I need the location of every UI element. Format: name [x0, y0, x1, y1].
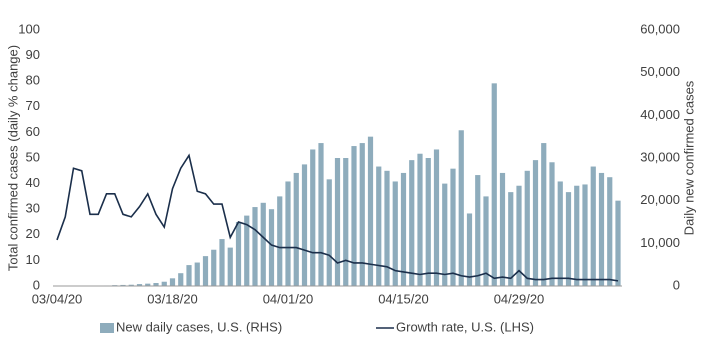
- bar: [334, 158, 341, 286]
- y-tick-label: 10: [26, 252, 40, 267]
- x-tick-label: 03/04/20: [32, 291, 83, 306]
- bar: [301, 164, 308, 286]
- bar: [219, 239, 225, 286]
- bar: [351, 146, 357, 286]
- y-tick-label: 80: [26, 73, 40, 88]
- bar: [161, 281, 167, 286]
- y2-tick-label: 60,000: [640, 21, 680, 36]
- bar: [516, 185, 522, 286]
- bar: [425, 158, 431, 286]
- bar: [574, 185, 580, 286]
- bar: [557, 181, 563, 286]
- bar: [277, 196, 283, 286]
- bar: [178, 273, 184, 286]
- bar: [318, 143, 324, 286]
- bar: [499, 172, 506, 286]
- bar: [392, 181, 398, 286]
- bar: [211, 249, 217, 286]
- x-tick-label: 04/01/20: [263, 291, 314, 306]
- bar: [549, 162, 555, 286]
- y-tick-label: 40: [26, 175, 40, 190]
- y2-tick-label: 40,000: [640, 107, 680, 122]
- bar: [458, 130, 464, 286]
- y2-tick-label: 30,000: [640, 149, 680, 164]
- bar: [508, 192, 514, 286]
- bar: [268, 209, 275, 286]
- y-tick-label: 20: [26, 226, 40, 241]
- bar: [442, 183, 448, 286]
- y2-tick-label: 0: [673, 277, 680, 292]
- y2-tick-label: 50,000: [640, 64, 680, 79]
- bar: [384, 170, 390, 286]
- bar: [417, 153, 423, 286]
- y-tick-label: 90: [26, 47, 40, 62]
- bar: [326, 179, 332, 286]
- bar: [194, 262, 200, 286]
- bar: [136, 284, 143, 286]
- bar: [565, 192, 572, 286]
- bar: [359, 143, 365, 286]
- bar: [607, 177, 613, 286]
- bar: [483, 196, 489, 286]
- bar: [128, 284, 134, 286]
- bar: [252, 207, 258, 286]
- bar: [260, 202, 266, 286]
- bar: [582, 184, 588, 286]
- bar: [524, 170, 530, 286]
- y-tick-label: 30: [26, 201, 40, 216]
- x-tick-label: 03/18/20: [147, 291, 198, 306]
- bar: [450, 168, 456, 286]
- bar: [310, 149, 316, 286]
- bar: [367, 136, 374, 286]
- legend-swatch: [100, 323, 114, 333]
- y2-axis-title: Daily new confirmed cases: [681, 80, 696, 235]
- bar: [598, 172, 605, 286]
- bar: [186, 265, 192, 286]
- y-tick-label: 50: [26, 149, 40, 164]
- bar: [244, 215, 250, 286]
- legend-label: New daily cases, U.S. (RHS): [116, 319, 282, 334]
- bar: [120, 284, 126, 286]
- bar: [433, 149, 440, 286]
- bar: [202, 256, 209, 286]
- bar: [532, 160, 539, 286]
- bar: [227, 247, 233, 286]
- bar: [491, 83, 497, 286]
- y-axis-title: Total confirmed cases (daily % change): [5, 45, 20, 271]
- y2-tick-label: 20,000: [640, 192, 680, 207]
- y-tick-label: 100: [18, 21, 40, 36]
- x-tick-label: 04/29/20: [494, 291, 545, 306]
- line: [56, 153, 619, 282]
- bar: [541, 143, 547, 286]
- bar: [466, 213, 473, 286]
- bar: [409, 160, 415, 286]
- y2-tick-label: 10,000: [640, 235, 680, 250]
- bar: [475, 175, 481, 286]
- bar: [615, 200, 621, 286]
- y-tick-label: 0: [33, 277, 40, 292]
- y-tick-label: 60: [26, 124, 40, 139]
- bar: [145, 283, 151, 286]
- bar: [285, 181, 291, 286]
- bar: [400, 172, 407, 286]
- bar: [590, 166, 596, 286]
- bar: [169, 278, 176, 286]
- bar: [343, 158, 349, 286]
- y-tick-label: 70: [26, 98, 40, 113]
- bar: [376, 166, 382, 286]
- x-tick-label: 04/15/20: [378, 291, 429, 306]
- bar: [293, 172, 299, 286]
- bar: [235, 222, 242, 286]
- legend-label: Growth rate, U.S. (LHS): [396, 319, 534, 334]
- bar: [153, 283, 159, 286]
